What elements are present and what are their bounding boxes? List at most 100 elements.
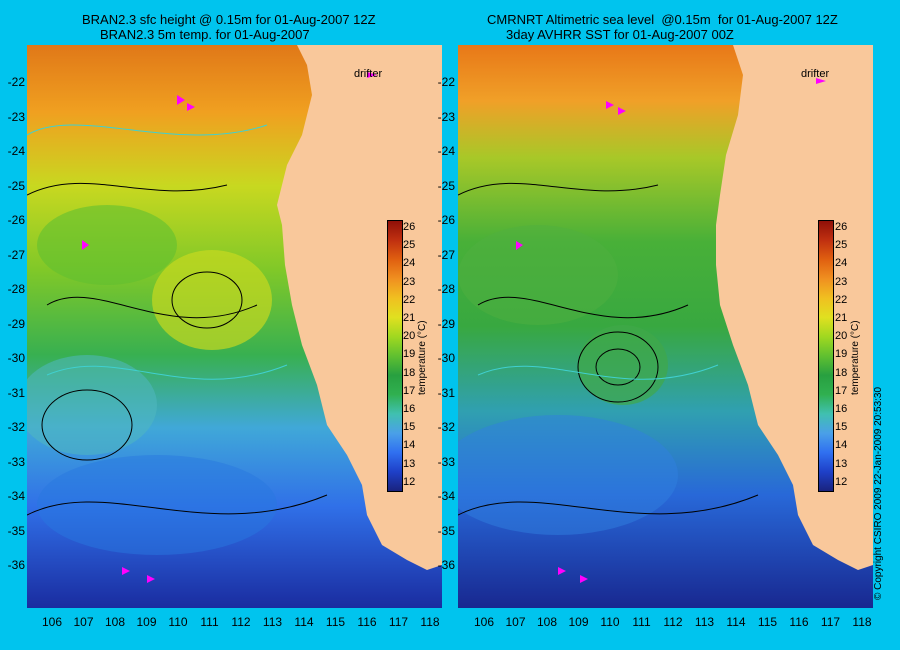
right-title-line2: 3day AVHRR SST for 01-Aug-2007 00Z <box>506 27 734 42</box>
latitude-tick-label: -30 <box>7 351 25 365</box>
colorbar-tick-label: 13 <box>403 457 416 470</box>
latitude-tick-label: -32 <box>7 420 25 434</box>
colorbar-tick-label: 14 <box>403 439 416 452</box>
longitude-tick-label: 112 <box>231 615 251 629</box>
colorbar-tick-label: 15 <box>835 421 848 434</box>
longitude-tick-label: 114 <box>726 615 746 629</box>
latitude-tick-label: -34 <box>7 489 25 503</box>
longitude-tick-label: 110 <box>168 615 188 629</box>
longitude-tick-label: 111 <box>632 615 651 629</box>
right-map-panel: drifter <box>458 45 873 608</box>
right-colorbar-title: temperature (°C) <box>850 320 861 395</box>
colorbar-tick-label: 23 <box>835 275 848 288</box>
latitude-tick-label: -27 <box>437 247 455 262</box>
longitude-tick-label: 116 <box>357 615 377 629</box>
right-drifter-label: drifter <box>801 68 830 80</box>
latitude-tick-label: -29 <box>437 316 455 331</box>
longitude-tick-label: 113 <box>262 615 283 629</box>
copyright-text: © Copyright CSIRO 2009 22-Jan-2009 20:53… <box>873 386 884 600</box>
longitude-tick-label: 114 <box>294 615 314 629</box>
longitude-tick-label: 116 <box>789 615 809 629</box>
longitude-tick-label: 106 <box>473 615 495 629</box>
colorbar-tick-label: 25 <box>403 239 416 252</box>
colorbar-tick-label: 18 <box>835 366 848 379</box>
colorbar-tick-label: 20 <box>403 330 416 343</box>
latitude-tick-label: -31 <box>437 385 455 400</box>
latitude-tick-label: -34 <box>437 489 455 503</box>
colorbar-tick-label: 26 <box>403 221 416 233</box>
longitude-tick-label: 107 <box>73 615 94 629</box>
colorbar-tick-label: 16 <box>835 403 848 415</box>
colorbar-tick-label: 26 <box>835 221 848 233</box>
latitude-tick-label: -22 <box>7 75 25 89</box>
longitude-tick-label: 117 <box>388 615 409 629</box>
longitude-tick-label: 109 <box>568 615 589 629</box>
colorbar-tick-label: 15 <box>403 421 416 434</box>
latitude-tick-label: -27 <box>7 247 25 262</box>
colorbar-tick-label: 13 <box>835 457 848 470</box>
colorbar-tick-label: 25 <box>835 239 848 252</box>
longitude-tick-label: 112 <box>663 615 683 629</box>
colorbar-tick-label: 19 <box>835 348 848 361</box>
longitude-tick-label: 111 <box>200 615 219 629</box>
colorbar-tick-label: 19 <box>403 348 416 361</box>
latitude-tick-label: -28 <box>437 282 455 296</box>
colorbar-tick-label: 16 <box>403 403 416 415</box>
longitude-tick-label: 113 <box>694 615 715 629</box>
left-sst-map <box>27 45 442 608</box>
right-sst-map <box>458 45 873 608</box>
longitude-tick-label: 118 <box>852 615 872 629</box>
latitude-tick-label: -24 <box>7 144 25 158</box>
colorbar-tick-label: 14 <box>835 439 848 452</box>
latitude-tick-label: -29 <box>7 316 25 331</box>
latitude-tick-label: -32 <box>437 420 455 434</box>
left-title-line1: BRAN2.3 sfc height @ 0.15m for 01-Aug-20… <box>82 12 376 27</box>
left-title-line2: BRAN2.3 5m temp. for 01-Aug-2007 <box>100 27 310 42</box>
colorbar-tick-label: 12 <box>835 475 848 488</box>
colorbar-tick-label: 17 <box>403 384 416 397</box>
colorbar-tick-label: 24 <box>403 257 416 270</box>
left-colorbar-title: temperature (°C) <box>417 320 428 395</box>
longitude-tick-label: 117 <box>820 615 841 629</box>
colorbar-tick-label: 20 <box>835 330 848 343</box>
latitude-tick-label: -36 <box>7 558 25 572</box>
latitude-tick-label: -24 <box>437 144 455 158</box>
colorbar-tick-label: 22 <box>835 293 848 306</box>
colorbar-tick-label: 12 <box>403 475 416 488</box>
latitude-tick-label: -31 <box>7 385 25 400</box>
colorbar-tick-label: 21 <box>403 312 416 324</box>
latitude-tick-label: -23 <box>7 109 25 124</box>
latitude-tick-label: -22 <box>437 75 455 89</box>
longitude-tick-label: 118 <box>420 615 440 629</box>
longitude-tick-label: 108 <box>104 615 126 629</box>
colorbar-tick-label: 18 <box>403 366 416 379</box>
latitude-tick-label: -33 <box>437 454 455 469</box>
right-title-line1: CMRNRT Altimetric sea level @0.15m for 0… <box>487 12 838 27</box>
longitude-tick-label: 115 <box>325 615 346 629</box>
colorbar-tick-label: 21 <box>835 312 848 324</box>
latitude-tick-label: -25 <box>7 178 25 193</box>
longitude-tick-label: 109 <box>136 615 157 629</box>
longitude-tick-label: 110 <box>600 615 620 629</box>
latitude-tick-label: -23 <box>437 109 455 124</box>
colorbar-tick-label: 17 <box>835 384 848 397</box>
latitude-tick-label: -28 <box>7 282 25 296</box>
colorbar-tick-label: 24 <box>835 257 848 270</box>
left-drifter-label: drifter <box>354 68 383 80</box>
longitude-tick-label: 108 <box>536 615 558 629</box>
latitude-tick-label: -26 <box>437 213 455 227</box>
latitude-tick-label: -26 <box>7 213 25 227</box>
longitude-tick-label: 115 <box>757 615 778 629</box>
left-colorbar <box>387 220 403 492</box>
latitude-tick-label: -35 <box>7 523 25 538</box>
latitude-tick-label: -36 <box>437 558 455 572</box>
colorbar-tick-label: 22 <box>403 293 416 306</box>
latitude-tick-label: -35 <box>437 523 455 538</box>
latitude-tick-label: -33 <box>7 454 25 469</box>
longitude-tick-label: 106 <box>41 615 63 629</box>
right-colorbar <box>818 220 834 492</box>
latitude-tick-label: -25 <box>437 178 455 193</box>
colorbar-tick-label: 23 <box>403 275 416 288</box>
latitude-tick-label: -30 <box>437 351 455 365</box>
longitude-tick-label: 107 <box>505 615 526 629</box>
